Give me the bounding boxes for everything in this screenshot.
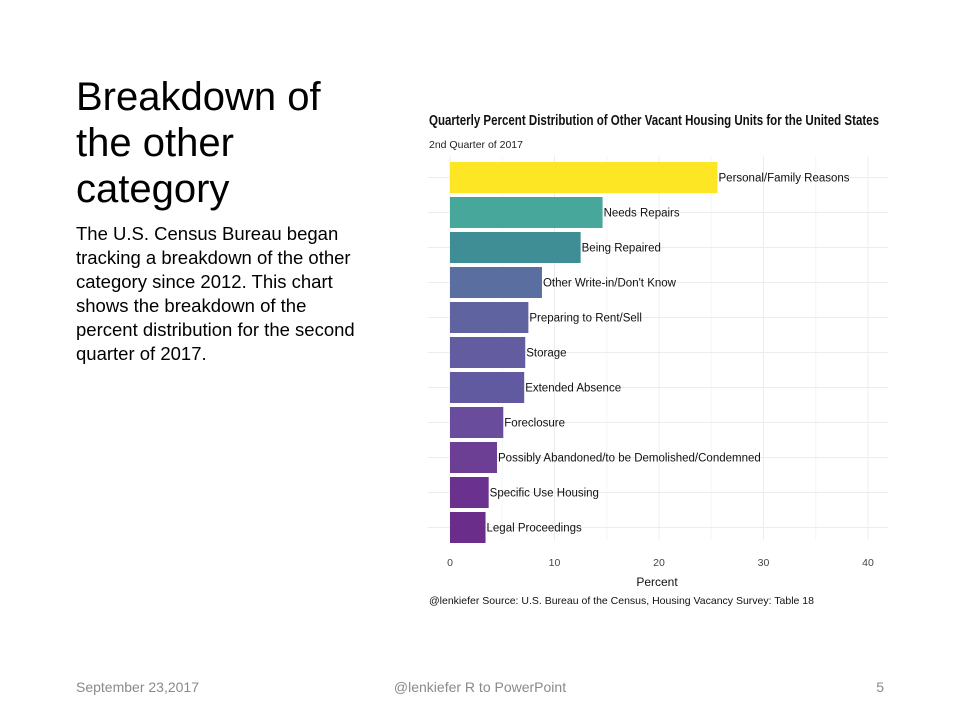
chart-x-axis-label: Percent [636,575,678,589]
footer-date: September 23,2017 [76,679,199,695]
bar-label: Extended Absence [525,383,621,395]
x-tick-label: 10 [549,557,561,569]
bar [450,302,529,333]
bar [450,162,718,193]
footer-center-text: @lenkiefer R to PowerPoint [393,679,567,695]
chart-subtitle: 2nd Quarter of 2017 [429,139,523,151]
bar-label: Needs Repairs [604,208,680,220]
bar [450,477,489,508]
chart-x-axis-ticks: 0 10 20 30 40 [447,557,874,569]
bar-label: Other Write-in/Don't Know [543,278,677,290]
bar [450,512,486,543]
bar [450,267,542,298]
bar [450,442,498,473]
bar-label: Preparing to Rent/Sell [529,313,642,325]
chart-caption: @lenkiefer Source: U.S. Bureau of the Ce… [429,595,814,607]
page-number: 5 [876,679,884,695]
bar-label: Being Repaired [582,243,661,255]
chart-bar-labels: Personal/Family Reasons Needs Repairs Bein… [487,173,850,535]
x-tick-label: 0 [447,557,453,569]
bar [450,232,581,263]
bar-label: Storage [526,348,566,360]
bar [450,197,603,228]
chart-container: Quarterly Percent Distribution of Other … [420,100,900,620]
bar [450,372,525,403]
bar-label: Legal Proceedings [487,523,583,535]
bar [450,337,526,368]
bar-chart: Quarterly Percent Distribution of Other … [428,113,888,607]
slide-body-text: The U.S. Census Bureau began tracking a … [76,223,355,364]
bar-label: Specific Use Housing [490,488,599,500]
x-tick-label: 40 [862,557,874,569]
chart-title: Quarterly Percent Distribution of Other … [429,113,879,129]
chart-bars [450,162,718,543]
slide-title: Breakdown of the other category [76,75,321,211]
x-tick-label: 20 [653,557,665,569]
bar [450,407,504,438]
x-tick-label: 30 [758,557,770,569]
bar-label: Possibly Abandoned/to be Demolished/Cond… [498,453,761,465]
bar-label: Foreclosure [504,418,565,430]
bar-label: Personal/Family Reasons [719,173,850,185]
